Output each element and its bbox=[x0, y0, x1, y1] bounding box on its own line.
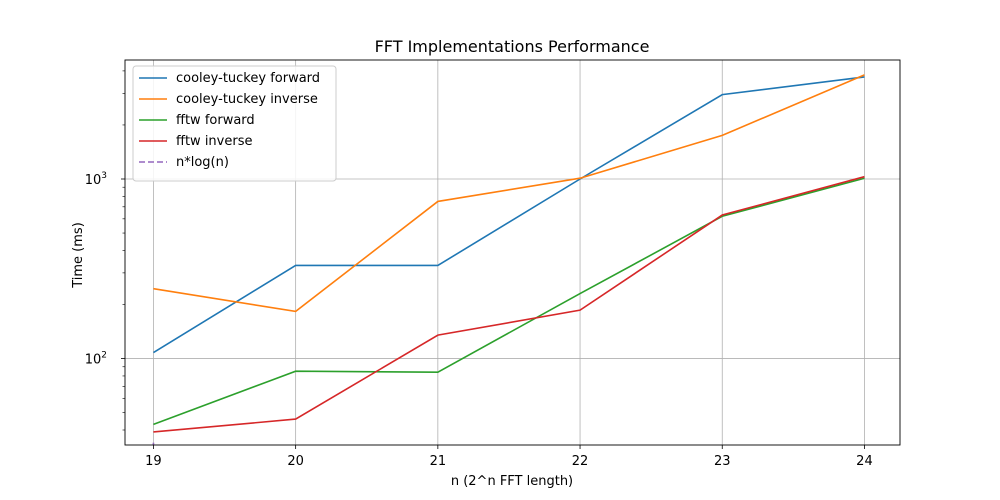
plot-frame bbox=[124, 59, 901, 446]
chart-title: FFT Implementations Performance bbox=[375, 37, 650, 56]
series-line-cooley-tuckey-inverse bbox=[153, 74, 865, 313]
series-line-cooley-tuckey-forward bbox=[153, 76, 865, 354]
x-tick-label: 23 bbox=[714, 454, 731, 469]
legend-label: cooley-tuckey forward bbox=[176, 71, 320, 86]
legend-label: n*log(n) bbox=[176, 155, 229, 170]
x-axis-label: n (2^n FFT length) bbox=[451, 474, 573, 489]
y-axis-label: Time (ms) bbox=[71, 222, 86, 289]
x-tick-label: 19 bbox=[145, 454, 162, 469]
x-tick-label: 22 bbox=[572, 454, 589, 469]
series-lines bbox=[152, 74, 865, 445]
legend-box bbox=[132, 65, 337, 182]
legend-label: cooley-tuckey inverse bbox=[176, 92, 318, 107]
x-tick-label: 20 bbox=[287, 454, 304, 469]
legend-label: fftw inverse bbox=[176, 134, 252, 149]
legend: cooley-tuckey forward cooley-tuckey inver… bbox=[132, 65, 337, 182]
y-tick-label: 102 bbox=[85, 351, 107, 368]
series-line-fftw-inverse bbox=[153, 175, 865, 433]
axes: 19 20 21 22 23 24 102 103 bbox=[85, 59, 901, 469]
series-line-fftw-forward bbox=[153, 177, 865, 426]
legend-label: fftw forward bbox=[176, 113, 255, 128]
x-tick-label: 21 bbox=[430, 454, 447, 469]
x-tick-label: 24 bbox=[856, 454, 873, 469]
y-tick-label: 103 bbox=[85, 171, 107, 188]
